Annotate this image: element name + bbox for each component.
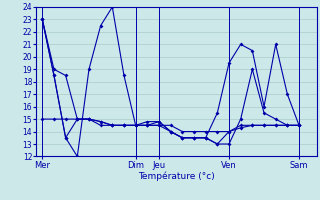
X-axis label: Température (°c): Température (°c) (138, 171, 215, 181)
